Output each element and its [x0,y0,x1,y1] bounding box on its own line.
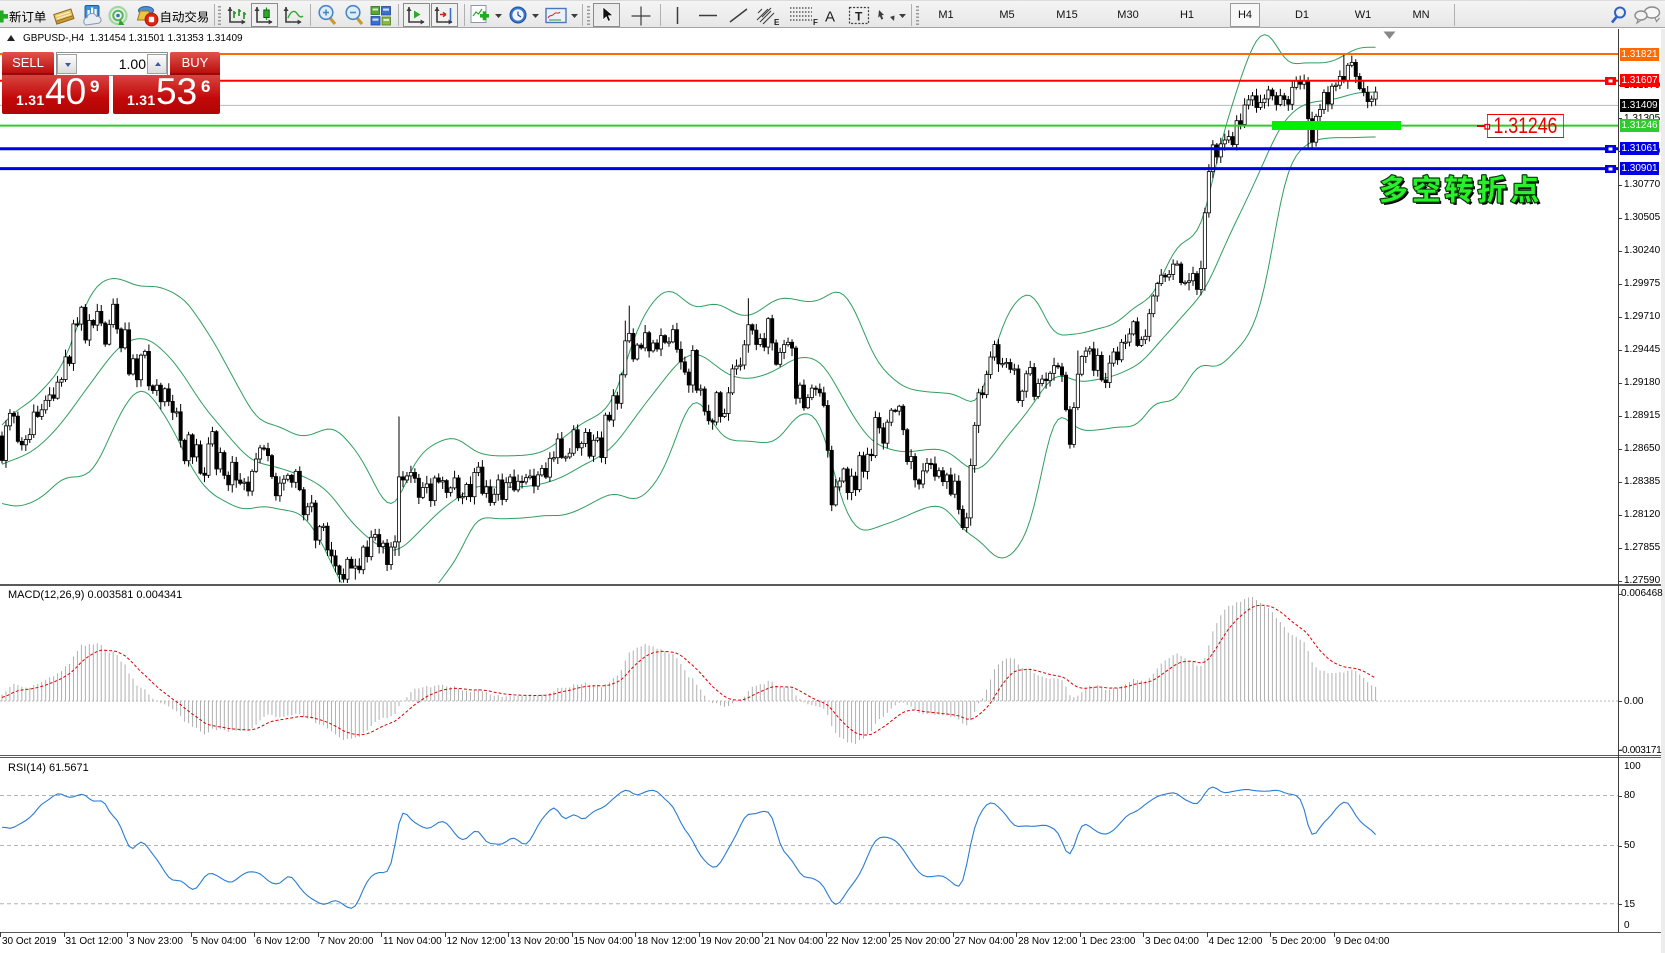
svg-text:A: A [825,9,835,26]
svg-text:T: T [855,10,863,24]
svg-text:E: E [774,18,780,27]
svg-text:F: F [813,18,818,27]
